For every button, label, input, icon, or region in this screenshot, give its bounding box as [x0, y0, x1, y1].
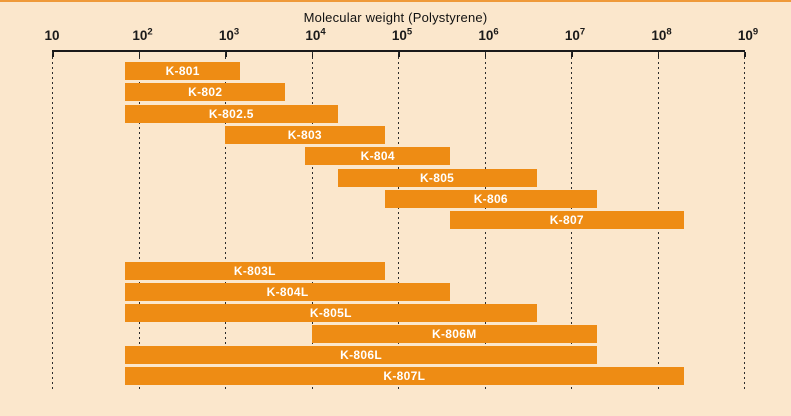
top-accent-line — [0, 0, 791, 2]
chart-title: Molecular weight (Polystyrene) — [303, 10, 488, 25]
bar-label: K-805L — [309, 306, 352, 320]
bar-label: K-806L — [340, 348, 382, 362]
bar-k-807: K-807 — [450, 211, 684, 229]
gridline-10e9 — [744, 52, 745, 392]
x-tick-label-10e3: 103 — [218, 26, 240, 43]
bar-label: K-802 — [188, 85, 223, 99]
bar-k-806l: K-806L — [125, 346, 598, 364]
bar-k-802.5: K-802.5 — [125, 105, 338, 123]
gridline-10e1 — [52, 52, 53, 392]
bar-label: K-806 — [473, 192, 508, 206]
bar-k-804l: K-804L — [125, 283, 451, 301]
bar-label: K-802.5 — [208, 107, 254, 121]
bar-k-802: K-802 — [125, 83, 286, 101]
bar-k-806m: K-806M — [311, 325, 598, 343]
gridline-10e4 — [311, 52, 313, 392]
bar-label: K-801 — [165, 64, 200, 78]
x-tick-label-10e4: 104 — [305, 26, 326, 43]
gridline-10e2 — [138, 52, 140, 392]
bar-k-805: K-805 — [337, 169, 537, 187]
bar-label: K-806M — [432, 327, 477, 341]
x-tick-label-10e5: 105 — [391, 26, 413, 43]
gridline-10e5 — [398, 52, 399, 392]
x-tick-label-10e6: 106 — [478, 26, 499, 43]
x-tick-label-10e2: 102 — [132, 26, 153, 43]
bar-label: K-803L — [233, 264, 276, 278]
bar-label: K-805 — [419, 171, 455, 185]
x-axis-line — [52, 50, 745, 52]
bar-label: K-807 — [549, 213, 584, 227]
x-tick-label-10e1: 10 — [44, 28, 60, 43]
bar-k-804: K-804 — [305, 147, 451, 165]
bar-k-806: K-806 — [384, 190, 598, 208]
bar-k-807l: K-807L — [125, 367, 684, 385]
bar-k-805l: K-805L — [125, 304, 537, 322]
bar-label: K-807L — [383, 369, 426, 383]
bar-label: K-804L — [266, 285, 309, 299]
x-tick-label-10e7: 107 — [564, 26, 586, 43]
bar-k-801: K-801 — [125, 62, 241, 80]
bar-k-803l: K-803L — [125, 262, 385, 280]
bar-label: K-803 — [287, 128, 322, 142]
bar-label: K-804 — [360, 149, 395, 163]
x-tick-label-10e9: 109 — [737, 26, 759, 43]
x-tick-label-10e8: 108 — [651, 26, 672, 43]
bar-k-803: K-803 — [225, 126, 385, 144]
gridline-10e3 — [225, 52, 226, 392]
